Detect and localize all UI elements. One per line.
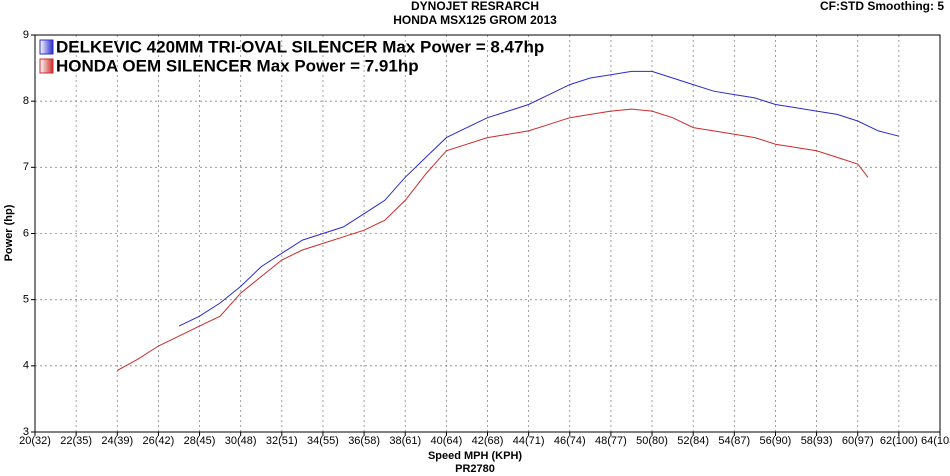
x-tick-label: 46(74) — [554, 435, 586, 447]
y-tick-label: 7 — [23, 161, 29, 173]
y-tick-label: 4 — [23, 360, 29, 372]
x-tick-label: 48(77) — [595, 435, 627, 447]
x-tick-label: 28(45) — [184, 435, 216, 447]
x-tick-label: 24(39) — [101, 435, 133, 447]
x-tick-label: 42(68) — [472, 435, 504, 447]
x-tick-label: 64(103) — [921, 435, 950, 447]
legend-swatch — [39, 39, 54, 55]
x-tick-label: 58(93) — [801, 435, 833, 447]
y-tick-label: 6 — [23, 227, 29, 239]
chart-subtitle: HONDA MSX125 GROM 2013 — [393, 13, 557, 27]
x-axis-label: Speed MPH (KPH) — [428, 450, 522, 462]
legend-label: HONDA OEM SILENCER Max Power = 7.91hp — [56, 56, 419, 75]
series-line — [178, 70, 900, 327]
series-line — [117, 108, 869, 371]
x-tick-label: 26(42) — [143, 435, 175, 447]
annotation: CF:STD Smoothing: 5 — [820, 0, 944, 13]
legend-swatch — [39, 58, 54, 74]
y-tick-label: 8 — [23, 95, 29, 107]
y-tick-label: 3 — [23, 426, 29, 438]
x-tick-label: 56(90) — [760, 435, 792, 447]
footer: PR2780 — [455, 463, 495, 475]
x-tick-label: 20(32) — [19, 435, 51, 447]
x-tick-label: 44(71) — [513, 435, 545, 447]
plot-frame — [34, 34, 941, 433]
x-tick-label: 40(64) — [430, 435, 462, 447]
legend-label: DELKEVIC 420MM TRI-OVAL SILENCER Max Pow… — [56, 37, 544, 56]
y-axis-label: Power (hp) — [3, 204, 15, 261]
x-tick-label: 38(61) — [389, 435, 421, 447]
x-tick-label: 32(51) — [266, 435, 298, 447]
x-tick-label: 50(80) — [636, 435, 668, 447]
x-tick-label: 60(97) — [842, 435, 874, 447]
x-tick-label: 34(55) — [307, 435, 339, 447]
x-tick-label: 30(48) — [225, 435, 257, 447]
chart-title: DYNOJET RESRARCH — [411, 0, 539, 13]
y-tick-label: 9 — [23, 29, 29, 41]
x-tick-label: 22(35) — [60, 435, 92, 447]
x-tick-label: 52(84) — [677, 435, 709, 447]
y-tick-label: 5 — [23, 294, 29, 306]
x-tick-label: 54(87) — [718, 435, 750, 447]
x-tick-label: 36(58) — [348, 435, 380, 447]
x-tick-label: 62(100) — [880, 435, 918, 447]
